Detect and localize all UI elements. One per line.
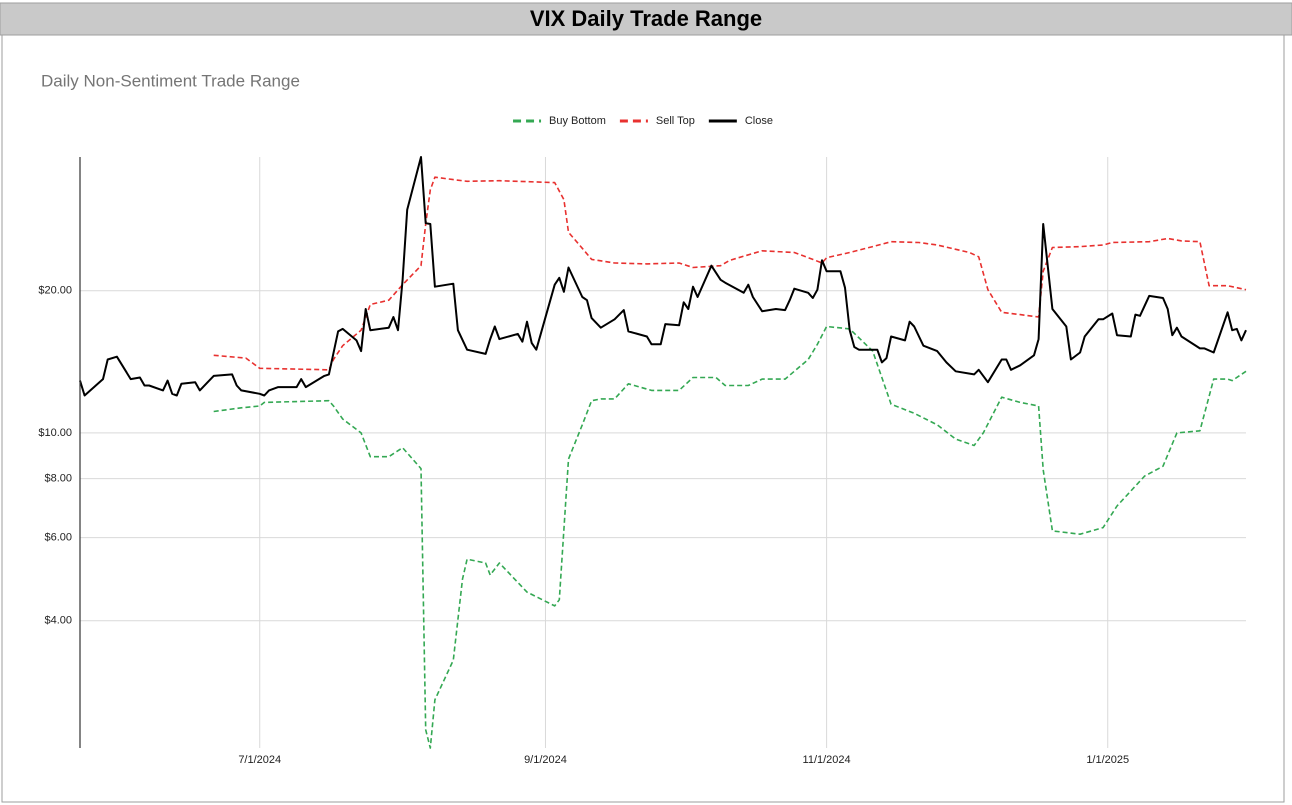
series-line bbox=[79, 156, 1247, 397]
x-tick-label: 11/1/2024 bbox=[803, 754, 851, 766]
y-tick-label: $8.00 bbox=[44, 473, 72, 485]
y-tick-label: $4.00 bbox=[44, 615, 72, 627]
title-bar bbox=[0, 2, 1292, 36]
legend-label: Buy Bottom bbox=[549, 115, 606, 127]
x-tick-label: 9/1/2024 bbox=[524, 754, 567, 766]
legend-item: Buy Bottom bbox=[513, 115, 606, 127]
legend-item: Sell Top bbox=[619, 115, 695, 127]
legend-label: Close bbox=[745, 115, 773, 127]
chart-subtitle: Daily Non-Sentiment Trade Range bbox=[41, 71, 300, 90]
grid: $4.00 $6.00 $8.00 $10.00 $20.00 7/1/2024 9/1/2… bbox=[38, 157, 1246, 766]
plot bbox=[79, 156, 1247, 749]
legend: Buy Bottom Sell Top Close bbox=[513, 115, 773, 127]
legend-item: Close bbox=[708, 115, 773, 127]
series-line bbox=[213, 176, 1247, 371]
y-tick-label: $6.00 bbox=[44, 531, 72, 543]
chart-frame bbox=[1, 34, 1285, 803]
legend-label: Sell Top bbox=[656, 115, 695, 127]
x-tick-label: 1/1/2025 bbox=[1086, 754, 1129, 766]
y-tick-label: $10.00 bbox=[38, 427, 72, 439]
y-tick-label: $20.00 bbox=[38, 285, 72, 297]
x-tick-label: 7/1/2024 bbox=[238, 754, 281, 766]
series-line bbox=[213, 325, 1247, 749]
chart-title: VIX Daily Trade Range bbox=[530, 6, 762, 31]
